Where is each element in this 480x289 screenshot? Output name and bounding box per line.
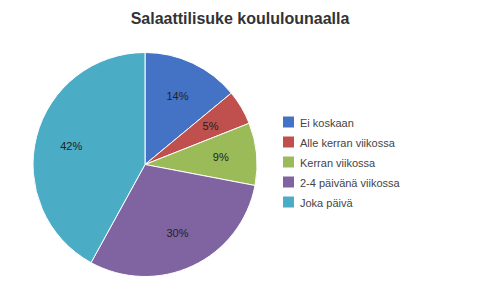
chart-title: Salaattilisuke koululounaalla — [131, 10, 350, 27]
data-label: 9% — [213, 151, 229, 163]
pie-slice — [33, 53, 145, 263]
legend-item: Ei koskaan — [283, 117, 354, 129]
data-label: 42% — [60, 140, 82, 152]
data-label: 30% — [166, 227, 188, 239]
legend-item: Joka päivä — [283, 197, 353, 209]
legend-item: 2-4 päivänä viikossa — [283, 177, 401, 189]
legend-swatch — [283, 137, 294, 148]
legend-label: Alle kerran viikossa — [300, 137, 396, 149]
data-label: 14% — [166, 90, 188, 102]
legend-swatch — [283, 117, 294, 128]
legend-label: Joka päivä — [300, 197, 353, 209]
legend: Ei koskaan Alle kerran viikossa Kerran vii… — [283, 117, 401, 209]
pie: 14% 5% 9% 30% 42% — [33, 53, 257, 277]
chart-svg: Salaattilisuke koululounaalla 14% 5% 9% 30% 4… — [0, 0, 480, 289]
legend-swatch — [283, 157, 294, 168]
chart-container: Salaattilisuke koululounaalla 14% 5% 9% 30% 4… — [0, 0, 480, 289]
legend-label: Ei koskaan — [300, 117, 354, 129]
legend-label: Kerran viikossa — [300, 157, 376, 169]
legend-swatch — [283, 197, 294, 208]
data-label: 5% — [203, 120, 219, 132]
legend-label: 2-4 päivänä viikossa — [300, 177, 401, 189]
legend-swatch — [283, 177, 294, 188]
legend-item: Alle kerran viikossa — [283, 137, 396, 149]
legend-item: Kerran viikossa — [283, 157, 376, 169]
